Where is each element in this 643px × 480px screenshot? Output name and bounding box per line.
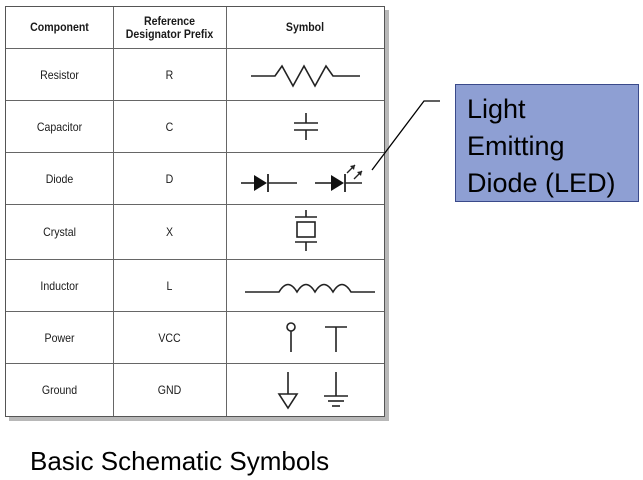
- prefix-ground: GND: [157, 383, 182, 397]
- row-divider: [6, 100, 384, 101]
- led-callout-box: Light Emitting Diode (LED): [455, 84, 639, 202]
- callout-line-2: Emitting: [467, 131, 565, 161]
- row-divider: [6, 259, 384, 260]
- prefix-resistor: R: [165, 67, 174, 82]
- component-resistor: Resistor: [40, 67, 79, 82]
- header-prefix-line1: Reference: [143, 13, 196, 28]
- row-divider: [6, 152, 384, 153]
- prefix-capacitor: C: [165, 119, 174, 134]
- row-divider: [6, 363, 384, 364]
- component-ground: Ground: [41, 383, 78, 397]
- header-prefix-line2: Designator Prefix: [125, 26, 214, 41]
- column-divider: [113, 7, 114, 416]
- column-divider: [226, 7, 227, 416]
- inductor-symbol: [227, 260, 384, 311]
- component-diode: Diode: [45, 171, 74, 186]
- component-capacitor: Capacitor: [36, 119, 83, 134]
- caption: Basic Schematic Symbols: [30, 446, 330, 476]
- header-prefix: Reference Designator Prefix: [120, 7, 219, 48]
- capacitor-symbol: [227, 101, 384, 152]
- row-divider: [6, 204, 384, 205]
- component-power: Power: [44, 330, 75, 345]
- row-divider: [6, 48, 384, 49]
- ground-symbols: [227, 364, 384, 416]
- component-crystal: Crystal: [43, 225, 76, 239]
- prefix-diode: D: [165, 171, 174, 186]
- header-component: Component: [30, 20, 89, 34]
- header-symbol: Symbol: [285, 20, 325, 34]
- prefix-power: VCC: [158, 330, 181, 345]
- resistor-symbol: [227, 49, 384, 100]
- diode-and-led-symbols: [227, 153, 384, 204]
- callout-line-3: Diode (LED): [467, 168, 616, 198]
- prefix-inductor: L: [166, 278, 173, 293]
- schematic-symbols-table: Component Reference Designator Prefix Sy…: [5, 6, 385, 417]
- component-inductor: Inductor: [40, 278, 79, 293]
- row-divider: [6, 311, 384, 312]
- callout-line-1: Light: [467, 94, 526, 124]
- power-symbols: [227, 312, 384, 363]
- crystal-symbol: [227, 205, 384, 259]
- prefix-crystal: X: [165, 225, 174, 239]
